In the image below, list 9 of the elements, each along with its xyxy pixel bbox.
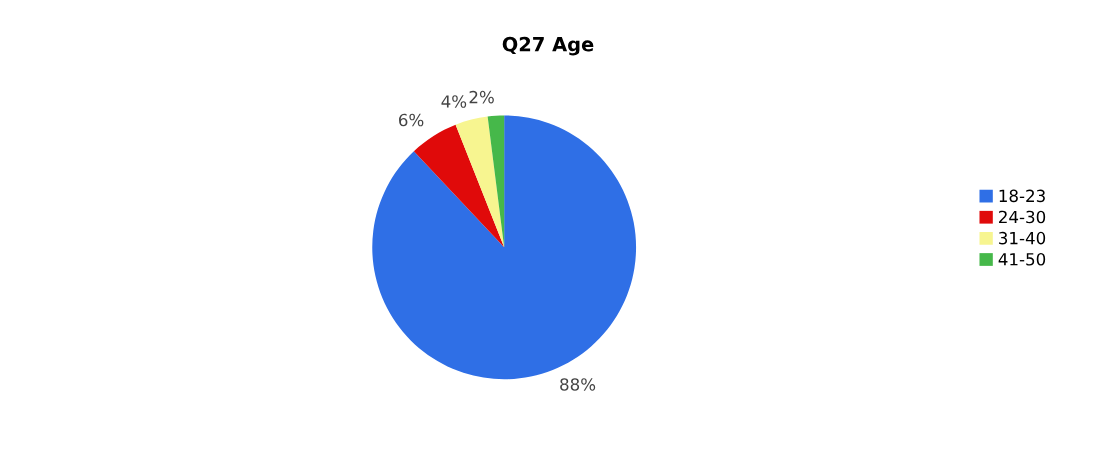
data-label: 2% bbox=[469, 90, 494, 104]
data-label: 88% bbox=[560, 378, 596, 391]
chart-title: Q27 Age bbox=[502, 36, 594, 56]
legend-label: 18-23 bbox=[999, 189, 1045, 203]
legend-label: 31-40 bbox=[999, 231, 1046, 245]
data-label: 4% bbox=[441, 95, 467, 108]
legend-label: 24-30 bbox=[999, 210, 1046, 224]
legend-label: 41-50 bbox=[998, 252, 1046, 266]
data-label: 6% bbox=[399, 113, 424, 127]
